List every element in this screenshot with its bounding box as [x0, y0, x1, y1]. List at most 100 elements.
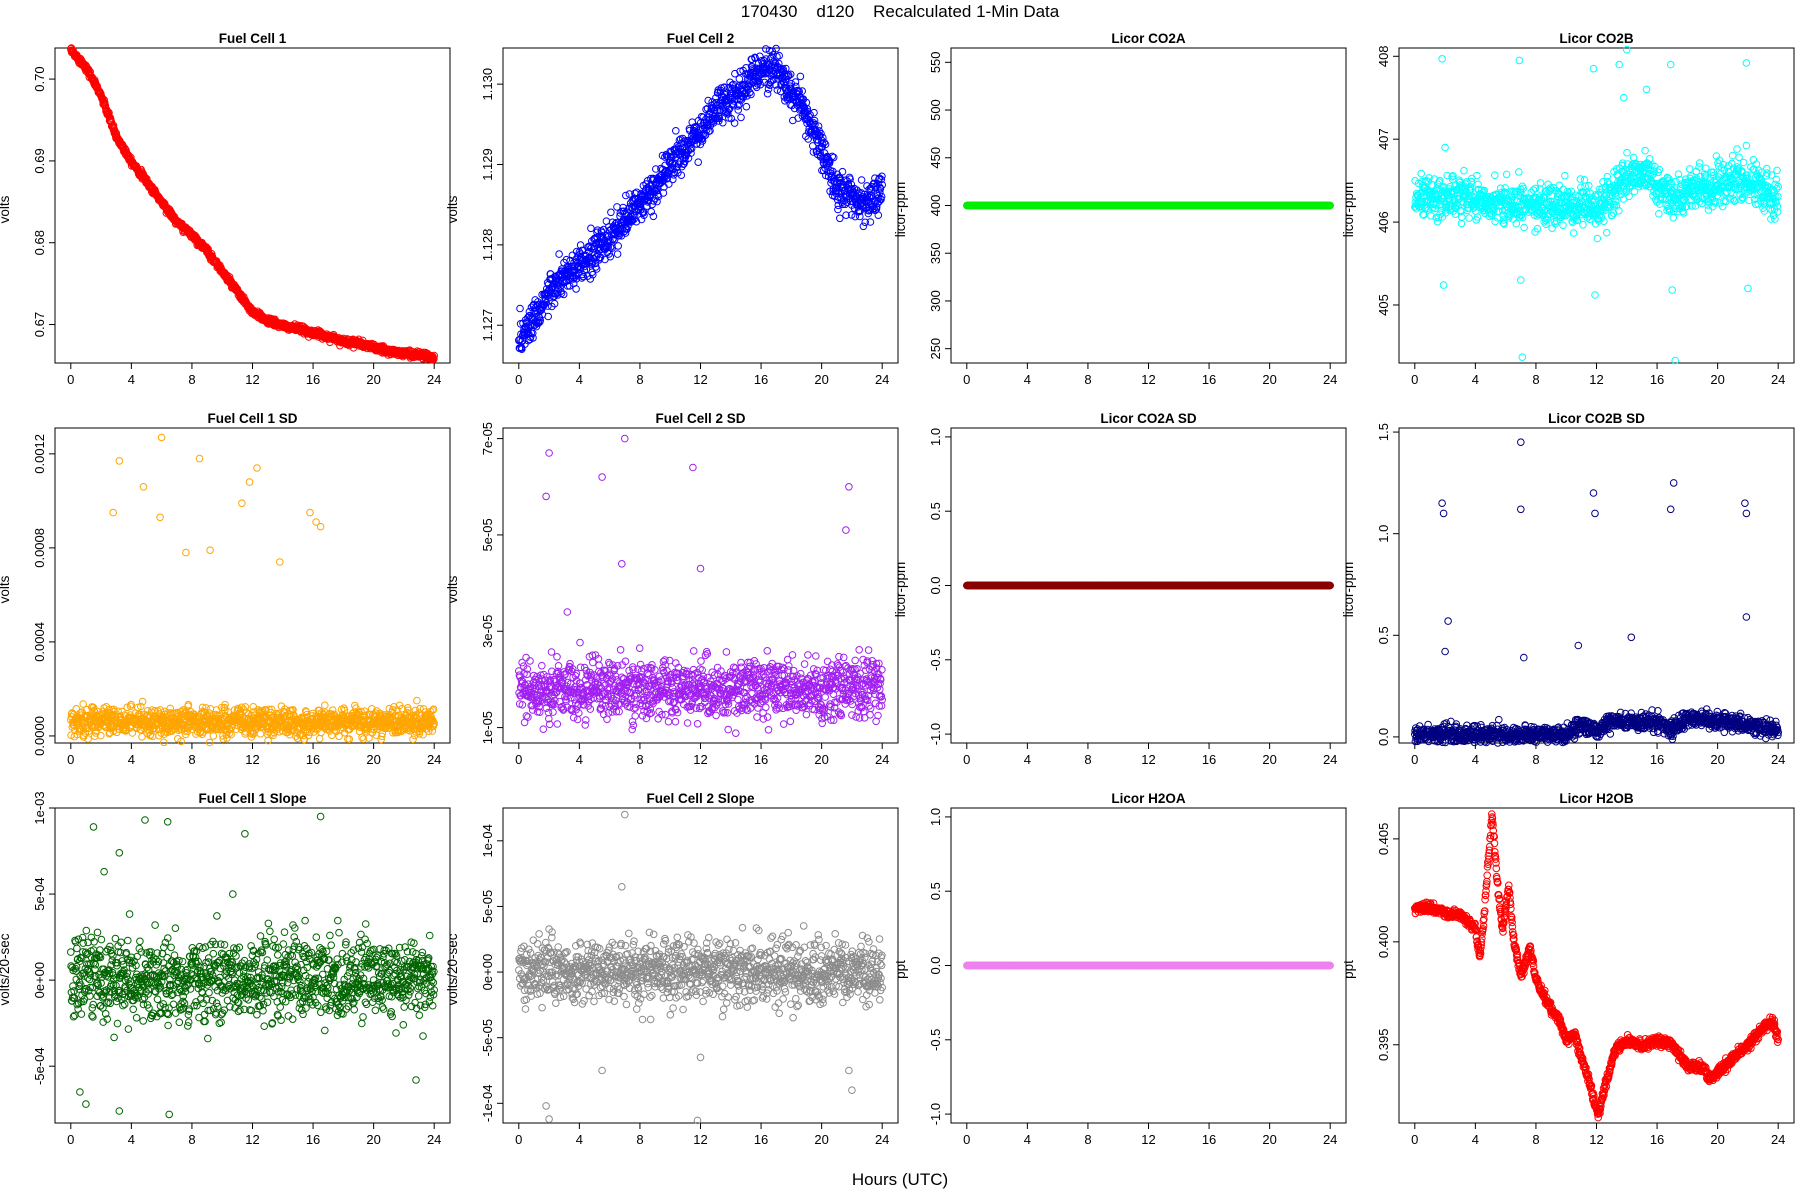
chart-panel: Fuel Cell 10 4 8 12 16 20 240.670.680.690.70vo…	[0, 31, 451, 387]
x-tick-label: 8	[1532, 372, 1539, 387]
y-tick-label: 350	[928, 242, 943, 264]
x-tick-label: 16	[1202, 372, 1216, 387]
data-point	[730, 119, 739, 127]
data-point	[1728, 151, 1737, 160]
data-point	[516, 304, 524, 313]
data-point	[838, 167, 847, 176]
x-tick-label: 24	[427, 752, 441, 767]
x-tick-label: 0	[515, 372, 522, 387]
data-point	[1704, 206, 1713, 214]
data-point	[1417, 169, 1425, 178]
data-point	[544, 312, 553, 321]
data-point	[859, 222, 868, 231]
chart-title: Fuel Cell 1	[219, 31, 287, 46]
data-point	[1536, 179, 1545, 187]
plot-frame	[54, 427, 451, 744]
chart-panel: Fuel Cell 20 4 8 12 16 20 241.1271.1281.1291.1…	[445, 31, 899, 387]
data-point	[1548, 224, 1556, 232]
data-point	[1602, 228, 1611, 237]
y-tick-label: 1.128	[480, 229, 495, 262]
x-tick-label: 0	[1411, 372, 1418, 387]
data-point	[1620, 93, 1628, 102]
plot-frame	[502, 47, 899, 364]
data-point	[775, 51, 784, 60]
data-point	[1457, 219, 1466, 228]
x-tick-label: 20	[366, 372, 380, 387]
data-point	[1559, 221, 1567, 230]
x-tick-label: 16	[306, 752, 320, 767]
data-point	[1502, 170, 1511, 179]
chart-title: Licor CO2B	[1559, 31, 1634, 46]
y-tick-label: 406	[1376, 211, 1391, 233]
data-point	[764, 85, 773, 93]
x-tick-label: 4	[1024, 372, 1031, 387]
data-point	[1742, 59, 1751, 67]
x-tick-label: 20	[1710, 372, 1724, 387]
data-point	[1438, 55, 1446, 63]
data-point	[1555, 181, 1564, 190]
data-point	[694, 158, 703, 166]
series-points	[67, 433, 439, 747]
x-tick-label: 24	[1771, 372, 1785, 387]
data-point	[1439, 281, 1448, 289]
x-tick-label: 4	[128, 372, 135, 387]
data-point	[1641, 146, 1649, 155]
data-point	[742, 102, 751, 111]
y-tick-label: 1.129	[480, 148, 495, 181]
data-point	[1460, 166, 1468, 175]
data-point	[1580, 176, 1589, 184]
data-point	[614, 242, 623, 250]
data-point	[1491, 171, 1499, 179]
data-point	[1441, 143, 1449, 152]
x-tick-label: 16	[306, 372, 320, 387]
y-tick-label: 300	[928, 290, 943, 312]
x-tick-label: 12	[245, 372, 259, 387]
x-tick-label: 24	[1323, 372, 1337, 387]
data-point	[1615, 60, 1623, 69]
data-point	[1520, 223, 1528, 232]
data-point	[1515, 56, 1524, 65]
data-point	[1668, 286, 1676, 294]
data-point	[1739, 158, 1748, 167]
data-point	[112, 129, 121, 137]
x-tick-label: 8	[188, 372, 195, 387]
data-point	[1517, 276, 1525, 284]
y-axis-label: licor-ppm	[1341, 182, 1356, 238]
y-tick-label: 500	[928, 99, 943, 121]
data-point	[1733, 145, 1741, 153]
x-tick-label: 0	[67, 372, 74, 387]
data-point	[672, 127, 680, 135]
data-point	[1589, 64, 1598, 73]
x-tick-label: 20	[1262, 372, 1276, 387]
x-tick-label: 8	[636, 372, 643, 387]
y-tick-label: 407	[1376, 128, 1391, 150]
data-point	[1515, 168, 1523, 176]
data-point	[1666, 60, 1675, 69]
y-tick-label: 0.0000	[32, 716, 47, 756]
data-point	[1669, 214, 1678, 222]
data-point	[810, 108, 818, 117]
data-point	[105, 113, 114, 121]
data-point	[572, 285, 580, 293]
x-tick-label: 4	[128, 752, 135, 767]
data-point	[109, 121, 118, 130]
data-point	[105, 108, 113, 117]
x-tick-label: 12	[1141, 372, 1155, 387]
x-tick-label: 12	[1589, 372, 1603, 387]
x-tick-label: 24	[875, 372, 889, 387]
series-points	[67, 44, 439, 364]
data-point	[796, 72, 805, 81]
x-tick-label: 4	[576, 372, 583, 387]
y-tick-label: 400	[928, 195, 943, 217]
data-point	[836, 214, 844, 223]
data-point	[874, 211, 883, 219]
y-tick-label: 1.127	[480, 309, 495, 342]
page-title: 170430 d120 Recalculated 1-Min Data	[740, 2, 1060, 21]
data-point	[1623, 148, 1631, 157]
data-point	[1773, 166, 1781, 175]
data-point	[1512, 219, 1521, 228]
data-point	[1465, 214, 1473, 222]
y-axis-label: volts	[0, 195, 12, 223]
